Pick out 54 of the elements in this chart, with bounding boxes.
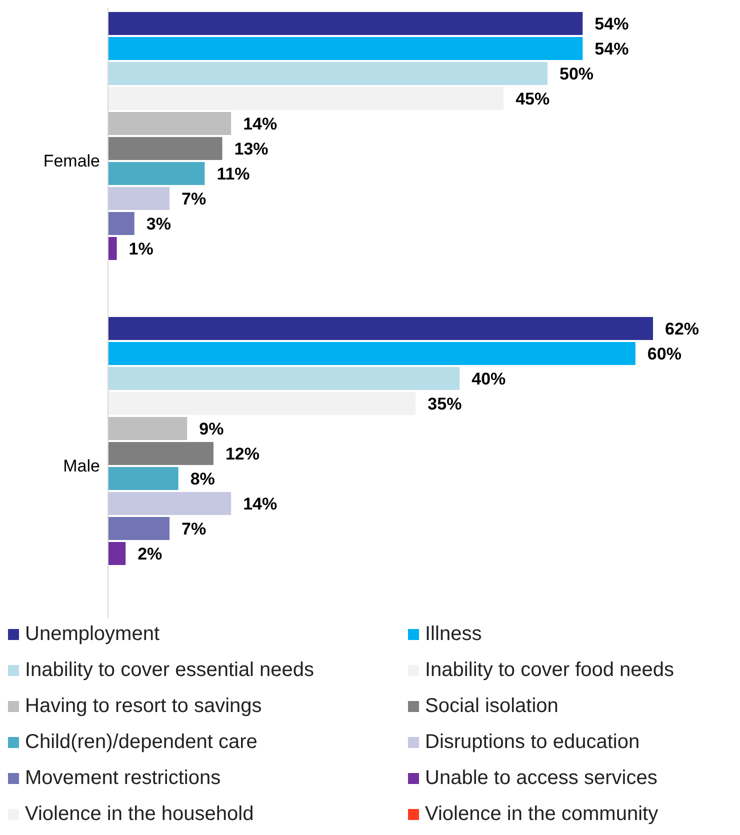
bar [108, 417, 188, 440]
data-label: 3% [146, 214, 171, 234]
legend-label: Child(ren)/dependent care [25, 730, 258, 754]
legend-label: Disruptions to education [425, 730, 640, 754]
bar [108, 212, 134, 235]
legend-label: Inability to cover essential needs [25, 658, 314, 682]
y-tick-label: Male [63, 456, 100, 476]
data-label: 11% [216, 164, 250, 184]
legend-label: Unemployment [25, 622, 160, 646]
y-tick-label: Female [43, 152, 100, 171]
bar [108, 317, 653, 340]
bar [108, 517, 170, 540]
data-label: 62% [665, 319, 700, 338]
data-label: 54% [594, 14, 629, 34]
legend-label: Violence in the community [425, 802, 658, 826]
data-label: 14% [243, 494, 278, 514]
legend-label: Inability to cover food needs [425, 658, 674, 682]
data-label: 40% [472, 369, 506, 388]
data-label: 50% [560, 64, 594, 84]
data-label: 45% [516, 89, 550, 108]
bar [108, 187, 170, 210]
data-label: 7% [182, 519, 206, 538]
bar [108, 342, 636, 365]
bar [108, 367, 460, 390]
bar [108, 87, 504, 110]
bar [108, 37, 583, 60]
bar [108, 442, 214, 465]
data-label: 1% [128, 239, 154, 258]
data-label: 14% [243, 114, 278, 134]
data-label: 9% [199, 419, 224, 438]
legend-label: Social isolation [425, 694, 558, 718]
data-label: 13% [234, 139, 268, 158]
bar [108, 542, 126, 565]
bar [108, 62, 548, 85]
data-label: 35% [428, 394, 462, 414]
bar [108, 492, 232, 515]
legend-label: Illness [425, 622, 482, 646]
bar [108, 237, 117, 260]
legend-label: Having to resort to savings [25, 694, 262, 718]
bar [108, 137, 222, 160]
bar [108, 112, 232, 135]
data-label: 2% [138, 544, 162, 564]
legend-label: Unable to access services [425, 766, 658, 790]
bar [108, 12, 583, 35]
legend-label: Violence in the household [25, 802, 254, 826]
bar [108, 467, 178, 490]
data-label: 12% [225, 444, 260, 464]
data-label: 7% [182, 189, 206, 208]
bar [108, 162, 205, 185]
data-label: 54% [594, 39, 629, 58]
legend-label: Movement restrictions [25, 766, 221, 790]
bar [108, 392, 416, 415]
data-label: 60% [647, 344, 682, 364]
data-label: 8% [190, 469, 215, 488]
